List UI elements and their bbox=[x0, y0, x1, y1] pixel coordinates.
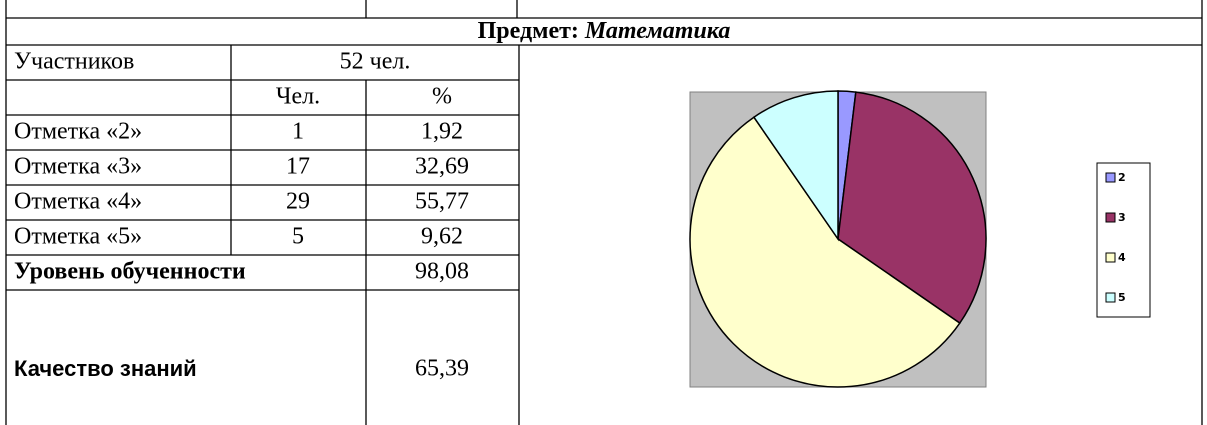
cell: 52 чел. bbox=[340, 49, 411, 75]
cell: 98,08 bbox=[415, 259, 469, 285]
pie-slice bbox=[837, 91, 987, 325]
pie bbox=[689, 90, 987, 388]
legend-label: 2 bbox=[1118, 171, 1126, 184]
cell: Уровень обученности bbox=[14, 259, 246, 285]
cell: 55,77 bbox=[415, 189, 469, 215]
subject-header: Предмет: Математика bbox=[478, 18, 731, 44]
cell: 65,39 bbox=[415, 356, 469, 382]
cell: Качество знаний bbox=[14, 356, 197, 381]
cell: 1 bbox=[292, 119, 304, 145]
cell: 1,92 bbox=[421, 119, 463, 145]
legend-label: 4 bbox=[1118, 251, 1126, 264]
legend-swatch bbox=[1105, 252, 1116, 263]
column-header: Чел. bbox=[276, 84, 320, 110]
legend-box bbox=[1096, 162, 1151, 318]
subject-label: Предмет: bbox=[478, 18, 579, 44]
legend: 2 3 4 5 bbox=[1105, 171, 1126, 304]
cell: Отметка «5» bbox=[14, 224, 142, 250]
cell: Отметка «4» bbox=[14, 189, 142, 215]
legend-swatch bbox=[1105, 172, 1116, 183]
cell: Участников bbox=[14, 49, 134, 75]
cell: 5 bbox=[292, 224, 304, 250]
cell: Отметка «3» bbox=[14, 154, 142, 180]
pie-slice bbox=[689, 116, 961, 388]
cell: 32,69 bbox=[415, 154, 469, 180]
rows: Отметка «2» 1 1,92 Отметка «3» 17 32,69 Отметк… bbox=[14, 119, 469, 250]
borders bbox=[5, 0, 1203, 425]
legend-swatch bbox=[1105, 292, 1116, 303]
legend-label: 5 bbox=[1118, 291, 1126, 304]
cell: 17 bbox=[286, 154, 310, 180]
cell: 29 bbox=[286, 189, 310, 215]
cell: 9,62 bbox=[421, 224, 463, 250]
cell: Отметка «2» bbox=[14, 119, 142, 145]
legend-swatch bbox=[1105, 212, 1116, 223]
column-header: % bbox=[432, 84, 452, 110]
pie-slice bbox=[752, 90, 839, 242]
subject-name: Математика bbox=[584, 18, 730, 44]
legend-label: 3 bbox=[1118, 211, 1126, 224]
